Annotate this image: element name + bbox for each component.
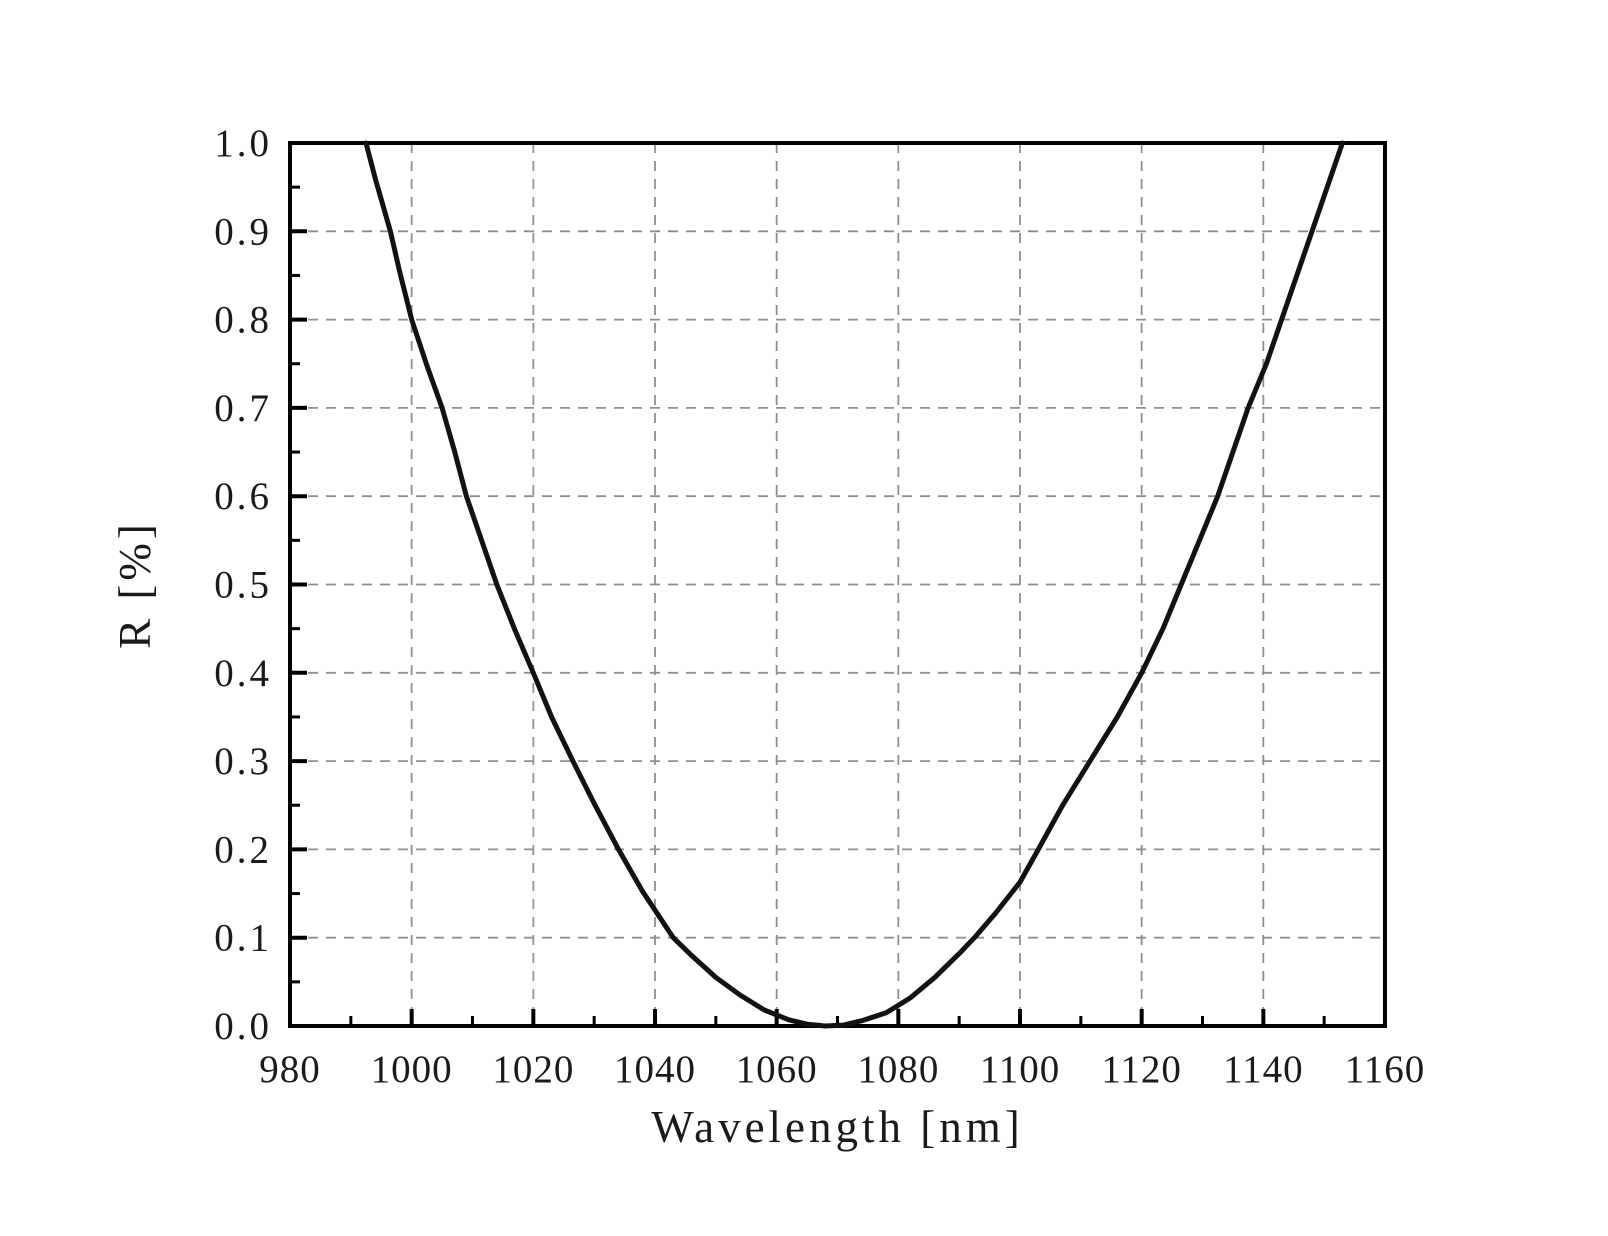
x-tick-label: 1020 — [492, 1048, 574, 1091]
x-tick-label: 980 — [259, 1048, 321, 1091]
x-tick-labels: 980 1000 1020 1040 1060 1080 1100 1120 1140 1160 — [259, 1048, 1426, 1091]
y-tick-labels: 0.0 0.1 0.2 0.3 0.4 0.5 0.6 0.7 0.8 0.9 1.0 — [214, 122, 272, 1048]
y-tick-label: 0.2 — [214, 828, 272, 871]
y-tick-label: 0.7 — [214, 387, 272, 430]
x-tick-label: 1120 — [1101, 1048, 1182, 1091]
x-tick-label: 1060 — [736, 1048, 818, 1091]
y-axis-title: R [%] — [110, 520, 160, 649]
x-axis-title: Wavelength [nm] — [651, 1102, 1024, 1152]
y-tick-label: 0.3 — [214, 740, 272, 783]
x-tick-label: 1000 — [371, 1048, 453, 1091]
x-tick-label: 1080 — [857, 1048, 939, 1091]
x-tick-label: 1160 — [1345, 1048, 1426, 1091]
y-tick-label: 0.6 — [214, 475, 272, 518]
y-tick-label: 0.8 — [214, 299, 272, 342]
axis-ticks — [290, 185, 1326, 1026]
y-tick-label: 0.0 — [214, 1005, 272, 1048]
y-tick-label: 0.5 — [214, 564, 272, 607]
y-tick-label: 1.0 — [214, 122, 272, 165]
y-tick-label: 0.1 — [214, 917, 272, 960]
y-tick-label: 0.4 — [214, 652, 272, 695]
gridlines — [290, 143, 1385, 1026]
x-tick-label: 1140 — [1223, 1048, 1304, 1091]
x-tick-label: 1100 — [980, 1048, 1061, 1091]
y-tick-label: 0.9 — [214, 210, 272, 253]
x-tick-label: 1040 — [614, 1048, 696, 1091]
curve-layer — [363, 140, 1345, 1029]
reflectance-curve — [363, 140, 1345, 1029]
